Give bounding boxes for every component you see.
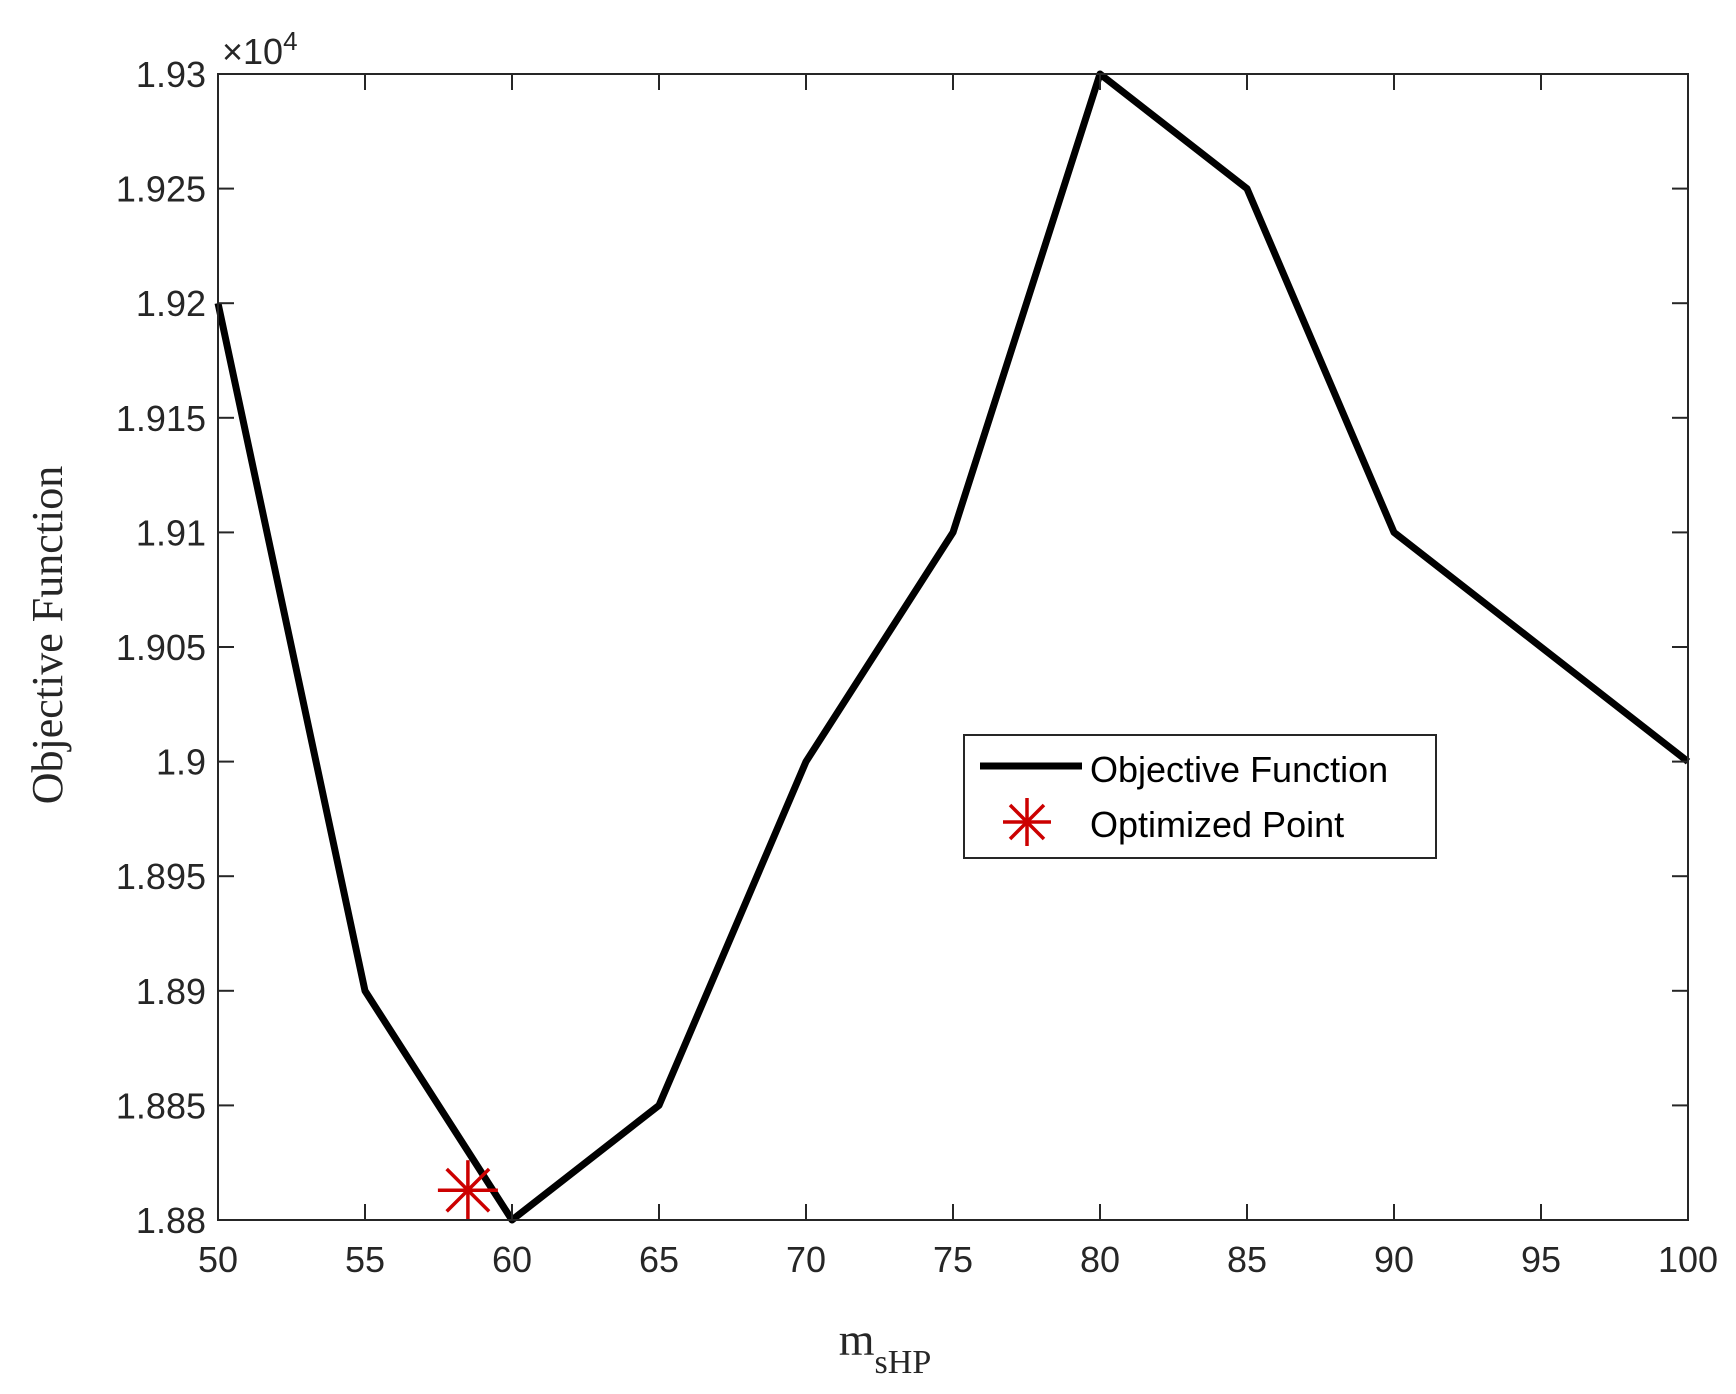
x-tick-label: 85 bbox=[1227, 1239, 1267, 1280]
legend-label-objective: Objective Function bbox=[1090, 749, 1388, 790]
y-tick-label: 1.885 bbox=[116, 1085, 206, 1126]
x-tick-label: 55 bbox=[345, 1239, 385, 1280]
x-tick-label: 70 bbox=[786, 1239, 826, 1280]
legend-asterisk-swatch bbox=[1003, 798, 1051, 846]
tick-labels: 50 55 60 65 70 75 80 85 90 95 100 1.88 1.885 1.89 1.89… bbox=[116, 54, 1718, 1280]
data-marks bbox=[214, 70, 1691, 1224]
y-tick-label: 1.88 bbox=[136, 1200, 206, 1241]
legend: Objective Function Optimized Point bbox=[963, 734, 1437, 859]
y-axis-title: Objective Function bbox=[23, 466, 72, 805]
optimized-point-marker bbox=[437, 1160, 498, 1221]
x-tick-label: 100 bbox=[1658, 1239, 1718, 1280]
y-tick-label: 1.92 bbox=[136, 283, 206, 324]
y-tick-label: 1.925 bbox=[116, 169, 206, 210]
y-tick-label: 1.905 bbox=[116, 627, 206, 668]
y-exponent-label: ×104 bbox=[222, 26, 298, 72]
y-tick-label: 1.91 bbox=[136, 512, 206, 553]
plot-area bbox=[218, 74, 1688, 1220]
x-tick-label: 95 bbox=[1521, 1239, 1561, 1280]
x-axis-title: msHP bbox=[839, 1314, 931, 1381]
x-tick-label: 80 bbox=[1080, 1239, 1120, 1280]
y-tick-label: 1.89 bbox=[136, 971, 206, 1012]
y-tick-label: 1.93 bbox=[136, 54, 206, 95]
y-tick-label: 1.9 bbox=[156, 742, 206, 783]
x-tick-label: 75 bbox=[933, 1239, 973, 1280]
objective-function-line bbox=[214, 70, 1691, 1224]
legend-label-optimized: Optimized Point bbox=[1090, 804, 1344, 845]
ticks bbox=[217, 73, 1689, 1221]
x-tick-label: 50 bbox=[198, 1239, 238, 1280]
x-tick-label: 90 bbox=[1374, 1239, 1414, 1280]
y-tick-label: 1.915 bbox=[116, 398, 206, 439]
x-tick-label: 65 bbox=[639, 1239, 679, 1280]
legend-asterisk-icon bbox=[1003, 798, 1051, 846]
x-tick-label: 60 bbox=[492, 1239, 532, 1280]
y-tick-label: 1.895 bbox=[116, 856, 206, 897]
